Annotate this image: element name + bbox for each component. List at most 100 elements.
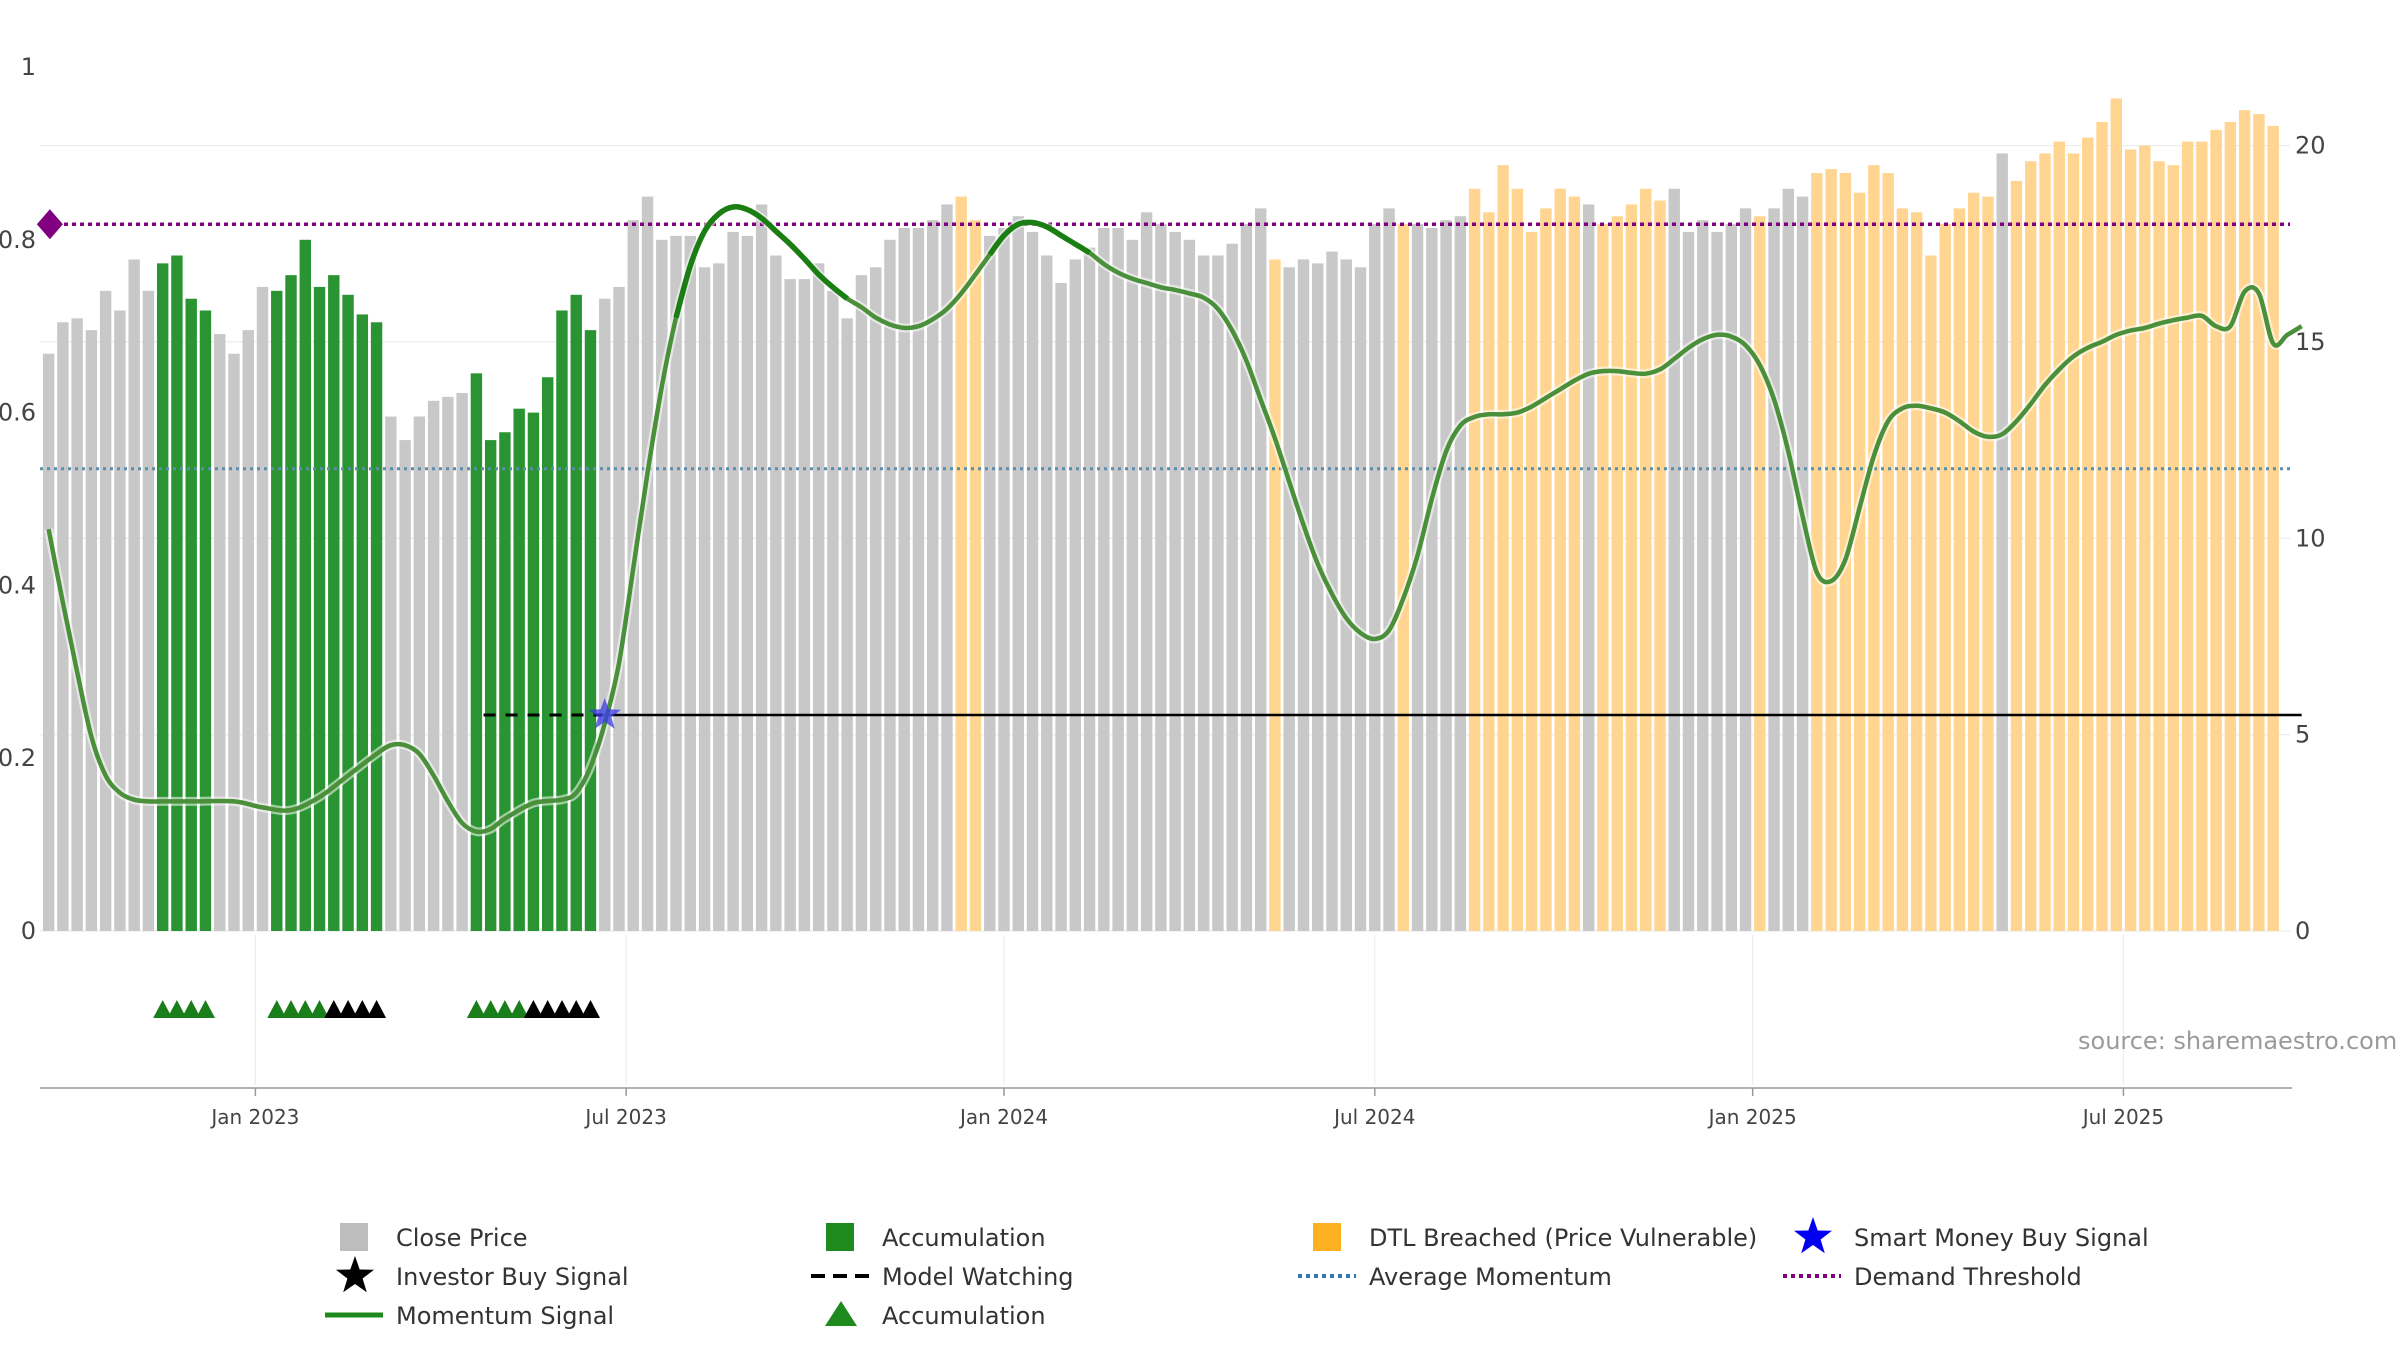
close-price-bar — [1012, 216, 1024, 932]
dtl-breached-bar — [2167, 165, 2180, 931]
close-price-bar — [1996, 153, 2008, 931]
accumulation-signal-triangle — [310, 1000, 329, 1018]
dtl-breached-bar — [1910, 212, 1923, 931]
investor-signal-triangle — [352, 1000, 372, 1018]
legend-square-icon — [826, 1223, 854, 1251]
close-price-bar — [71, 318, 83, 932]
close-price-bar — [1126, 239, 1139, 932]
dtl-breached-bar — [1853, 192, 1866, 932]
legend-triangle-icon — [825, 1301, 857, 1326]
accumulation-signal-triangle — [181, 1000, 201, 1018]
close-price-bar — [1711, 231, 1723, 931]
dtl-breached-bar — [2224, 121, 2237, 932]
close-price-bar — [1212, 255, 1224, 931]
close-price-bar — [684, 235, 696, 931]
dtl-breached-bar — [1269, 259, 1281, 931]
close-price-bar — [827, 290, 839, 932]
close-price-bar — [613, 286, 625, 931]
investor-signal-triangle — [552, 1000, 572, 1018]
investor-signal-triangle — [538, 1000, 558, 1018]
close-price-bar — [142, 290, 155, 932]
close-price-bar — [1055, 283, 1067, 931]
close-price-bar — [812, 263, 825, 931]
left-axis-tick: 0.6 — [0, 399, 36, 427]
x-axis-tick-label: Jan 2023 — [209, 1105, 299, 1129]
legend-label: Average Momentum — [1369, 1263, 1612, 1291]
close-price-bar — [385, 416, 397, 931]
close-price-bar — [770, 255, 782, 931]
close-price-bar — [214, 334, 226, 931]
smart-money-buy-star — [588, 698, 621, 729]
close-price-bar — [1383, 208, 1395, 931]
accumulation-bar — [185, 298, 197, 932]
legend-item: Smart Money Buy Signal — [1794, 1217, 2149, 1254]
dtl-breached-bar — [2082, 137, 2094, 931]
dtl-breached-bar — [1654, 200, 1666, 931]
dtl-breached-bar — [1953, 208, 1966, 931]
close-price-bar — [1112, 228, 1124, 931]
dtl-breached-bar — [1611, 216, 1623, 932]
source-credit: source: sharemaestro.com — [2078, 1027, 2397, 1055]
close-price-bar — [1454, 216, 1467, 932]
close-price-bar — [855, 275, 868, 931]
close-price-bar — [114, 310, 126, 931]
close-price-bar — [1197, 255, 1210, 931]
close-price-bar — [1354, 267, 1367, 931]
accumulation-bar — [556, 310, 568, 931]
close-price-bar — [1725, 224, 1737, 932]
dtl-breached-bar — [2025, 161, 2037, 931]
close-price-bar — [1169, 231, 1181, 931]
dtl-breached-bar — [2253, 114, 2265, 931]
legend-item: Close Price — [340, 1223, 528, 1252]
accumulation-bar — [285, 275, 297, 931]
accumulation-signal-triangle — [295, 1000, 315, 1018]
dtl-breached-bar — [2210, 129, 2222, 932]
legend-star-icon — [1794, 1217, 1832, 1254]
dtl-breached-bar — [1525, 231, 1538, 931]
accumulation-bar — [271, 290, 283, 932]
close-price-bar — [912, 228, 925, 931]
close-price-bar — [1340, 259, 1352, 931]
legend-item: Investor Buy Signal — [336, 1256, 629, 1293]
dtl-breached-bar — [2096, 121, 2108, 932]
close-price-bar — [927, 220, 939, 931]
dtl-breached-bar — [1968, 192, 1980, 932]
close-price-bar — [228, 353, 240, 931]
x-axis-tick-label: Jul 2023 — [583, 1105, 666, 1129]
signal-markers — [36, 209, 621, 729]
accumulation-bar — [570, 294, 582, 931]
dtl-breached-bar — [2067, 153, 2080, 931]
accumulation-signal-triangle — [167, 1000, 187, 1018]
close-price-bar — [256, 286, 269, 931]
right-axis-tick: 0 — [2295, 917, 2310, 945]
close-price-bar — [1782, 188, 1795, 931]
close-price-bar — [1140, 212, 1153, 931]
demand-threshold-marker — [36, 209, 63, 240]
dtl-breached-bar — [2181, 141, 2194, 931]
close-price-bar — [941, 204, 953, 931]
accumulation-signal-triangle — [495, 1000, 515, 1018]
dtl-breached-bar — [2196, 141, 2208, 931]
momentum-signal-line — [46, 204, 2303, 835]
dtl-breached-bar — [1540, 208, 1552, 931]
dtl-breached-bar — [2124, 149, 2137, 932]
momentum-signal-highlight — [987, 219, 1092, 257]
x-axis-tick-label: Jul 2025 — [2081, 1105, 2164, 1129]
accumulation-signal-triangle — [153, 1000, 173, 1018]
close-price-bar — [713, 263, 725, 931]
dtl-breached-bar — [1939, 224, 1951, 932]
dtl-breached-bar — [1882, 173, 1894, 932]
dtl-breached-bar — [1497, 165, 1509, 931]
x-axis-tick-label: Jul 2024 — [1332, 1105, 1415, 1129]
close-price-bar — [1155, 224, 1167, 932]
right-axis-tick: 15 — [2295, 328, 2326, 356]
dtl-breached-bar — [2153, 161, 2165, 931]
dtl-breached-bar — [1568, 196, 1581, 932]
dtl-breached-bar — [1597, 224, 1609, 932]
close-price-bar — [57, 322, 69, 931]
accumulation-bar — [328, 275, 340, 931]
close-price-bar — [841, 318, 853, 932]
close-price-bar — [1026, 231, 1039, 931]
right-axis-tick: 20 — [2295, 132, 2326, 160]
close-price-bar — [1582, 204, 1595, 931]
